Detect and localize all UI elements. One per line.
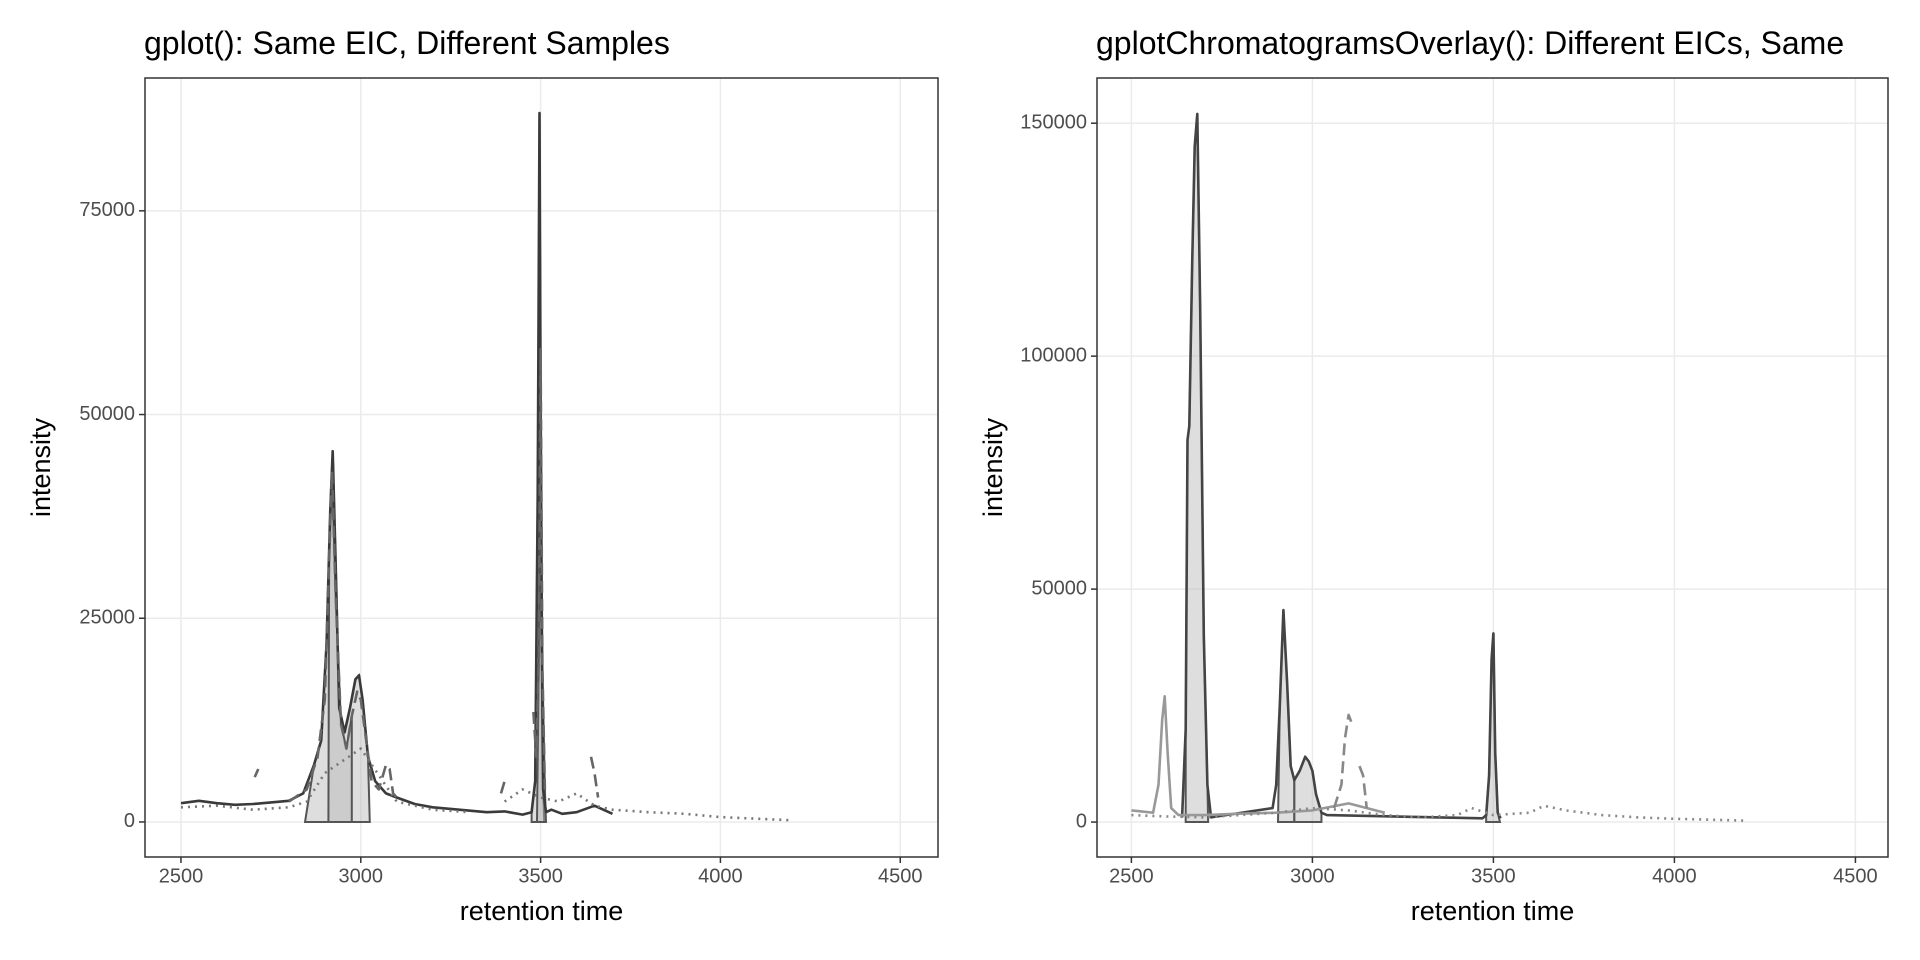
plot-area bbox=[180, 111, 793, 823]
plot-background bbox=[1097, 78, 1888, 857]
panel: gplot(): Same EIC, Different Samples 2500… bbox=[26, 25, 939, 926]
chart-title: gplot(): Same EIC, Different Samples bbox=[144, 25, 670, 61]
chart-title: gplotChromatogramsOverlay(): Different E… bbox=[1096, 25, 1844, 61]
y-tick-label: 25000 bbox=[79, 607, 135, 629]
series-line bbox=[253, 348, 600, 803]
y-tick-label: 50000 bbox=[1031, 577, 1087, 599]
y-tick-label: 0 bbox=[124, 810, 135, 832]
y-axis-title: intensity bbox=[978, 417, 1008, 517]
x-tick-label: 4000 bbox=[1652, 865, 1697, 887]
x-tick-label: 4500 bbox=[878, 865, 923, 887]
x-tick-label: 4000 bbox=[698, 865, 743, 887]
panel: gplotChromatogramsOverlay(): Different E… bbox=[978, 25, 1889, 926]
series-line bbox=[180, 111, 614, 816]
x-tick-label: 4500 bbox=[1833, 865, 1878, 887]
x-axis-title: retention time bbox=[460, 896, 624, 926]
y-axis-title: intensity bbox=[26, 417, 56, 517]
plot-area bbox=[1131, 112, 1747, 824]
y-tick-label: 100000 bbox=[1020, 344, 1087, 366]
y-tick-label: 0 bbox=[1076, 810, 1087, 832]
series-line bbox=[1332, 713, 1368, 809]
y-tick-label: 75000 bbox=[79, 199, 135, 221]
x-axis-title: retention time bbox=[1411, 896, 1575, 926]
x-tick-label: 3000 bbox=[339, 865, 384, 887]
x-tick-label: 3000 bbox=[1290, 865, 1335, 887]
series-line bbox=[1131, 695, 1386, 817]
plot-border bbox=[144, 77, 939, 858]
plot-border bbox=[1096, 77, 1889, 858]
x-tick-label: 3500 bbox=[1471, 865, 1516, 887]
x-tick-label: 2500 bbox=[159, 865, 204, 887]
x-tick-label: 3500 bbox=[518, 865, 563, 887]
series-line bbox=[1180, 112, 1502, 820]
y-tick-label: 150000 bbox=[1020, 111, 1087, 133]
y-tick-label: 50000 bbox=[79, 403, 135, 425]
x-tick-label: 2500 bbox=[1109, 865, 1154, 887]
